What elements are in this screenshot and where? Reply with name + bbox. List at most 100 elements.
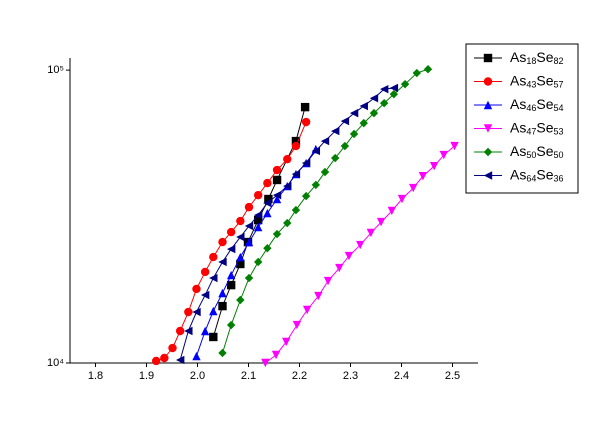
marker (271, 350, 281, 360)
marker (244, 202, 254, 212)
marker (301, 117, 311, 127)
marker (226, 320, 236, 330)
marker (483, 171, 493, 180)
marker (320, 136, 330, 146)
marker (314, 291, 323, 301)
marker (340, 141, 350, 151)
marker (226, 270, 236, 280)
marker (355, 240, 365, 250)
legend-box (465, 43, 579, 194)
marker (226, 280, 236, 290)
marker (261, 358, 270, 368)
marker (400, 79, 410, 89)
marker (387, 206, 397, 216)
marker (236, 232, 245, 242)
marker (311, 180, 321, 190)
marker (412, 68, 421, 78)
marker (450, 141, 459, 151)
marker (209, 306, 218, 316)
marker (379, 84, 389, 94)
marker (483, 147, 493, 157)
y-tick-label: 10⁵ (47, 64, 64, 76)
marker (283, 181, 292, 191)
marker (439, 150, 449, 160)
legend-label: As43Se57 (510, 72, 564, 90)
marker (302, 305, 312, 315)
marker (244, 273, 254, 283)
marker (344, 251, 354, 261)
marker (236, 216, 245, 226)
marker (263, 178, 272, 188)
marker (192, 351, 201, 361)
marker (175, 355, 185, 365)
marker (340, 116, 350, 126)
marker (389, 89, 399, 99)
marker (282, 337, 291, 347)
marker (359, 118, 368, 128)
marker (283, 218, 292, 228)
marker (236, 252, 245, 262)
marker (168, 343, 177, 353)
marker (209, 273, 218, 283)
marker (272, 175, 282, 185)
series-line (265, 145, 455, 364)
marker (389, 83, 399, 93)
x-tick-label: 2.1 (241, 370, 256, 382)
marker (226, 244, 236, 254)
x-tick-label: 2.3 (343, 370, 358, 382)
x-tick-label: 2.2 (292, 370, 307, 382)
marker (184, 307, 193, 317)
legend: As18Se82 As43Se57 As46Se54 As47Se53 As50Se50… (465, 43, 579, 194)
legend-label: As46Se54 (510, 96, 564, 114)
x-tick-label: 2.4 (394, 370, 409, 382)
marker (218, 288, 227, 298)
marker (200, 290, 210, 300)
marker (272, 229, 282, 239)
marker (200, 267, 210, 277)
marker (244, 237, 254, 247)
marker (409, 183, 418, 193)
marker (292, 320, 302, 330)
marker (483, 77, 493, 86)
marker (349, 129, 359, 139)
marker (244, 221, 254, 231)
marker (253, 210, 263, 220)
marker (397, 194, 407, 204)
marker (283, 154, 292, 164)
marker (320, 167, 330, 177)
marker (291, 205, 301, 215)
marker (192, 284, 201, 294)
marker (151, 356, 161, 366)
marker (263, 198, 272, 208)
marker (349, 108, 359, 118)
marker (331, 126, 340, 136)
marker (218, 301, 227, 311)
marker (301, 158, 311, 168)
legend-label: As47Se53 (510, 119, 564, 137)
marker (272, 190, 282, 200)
marker (236, 295, 245, 305)
marker (359, 101, 368, 111)
marker (311, 146, 321, 156)
x-tick-label: 1.8 (88, 370, 103, 382)
marker (253, 190, 263, 200)
marker (429, 161, 439, 171)
marker (272, 194, 282, 204)
marker (379, 98, 389, 108)
marker (483, 124, 493, 133)
marker (184, 326, 193, 336)
legend-label: As18Se82 (510, 49, 564, 67)
marker (300, 102, 310, 112)
series-line (222, 68, 429, 354)
marker (369, 108, 379, 118)
marker (423, 65, 433, 74)
marker (218, 257, 227, 267)
marker (200, 326, 210, 336)
marker (483, 100, 493, 110)
marker (335, 263, 344, 273)
marker (175, 326, 185, 336)
marker (369, 94, 379, 103)
x-tick-label: 2.0 (190, 370, 205, 382)
marker (253, 257, 263, 267)
